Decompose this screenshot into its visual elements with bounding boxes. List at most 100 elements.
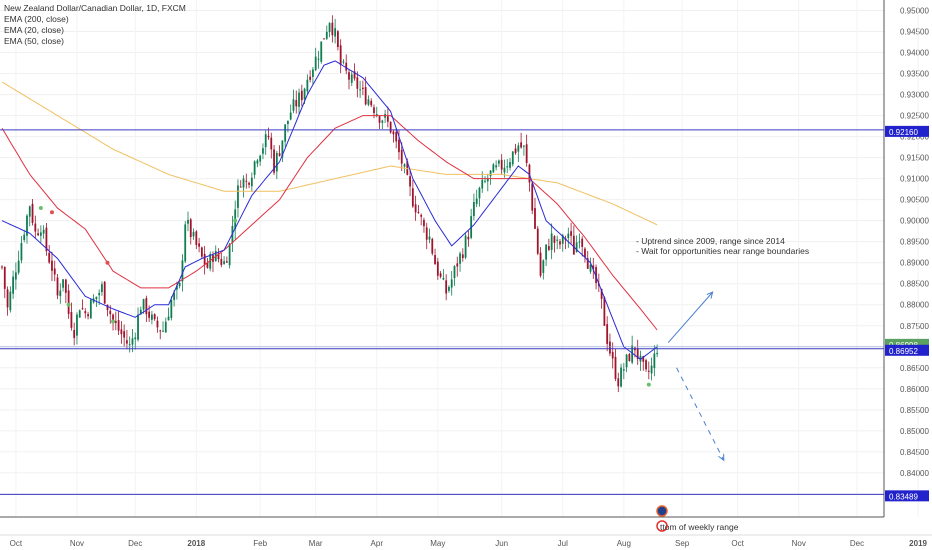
candle-body: [151, 314, 153, 320]
x-tick-label: Sep: [675, 539, 690, 548]
candle-body: [348, 72, 350, 80]
candle-body: [12, 276, 15, 294]
candle-body: [442, 277, 445, 280]
candle-body: [489, 170, 492, 177]
candle-body: [64, 279, 67, 293]
candle-body: [611, 351, 614, 359]
candle-body: [603, 297, 606, 326]
candle-body: [73, 330, 76, 338]
candle-body: [20, 243, 23, 261]
candle-body: [295, 100, 298, 107]
candle-body: [167, 316, 170, 321]
candle-body: [453, 266, 456, 279]
candle-body: [553, 236, 556, 243]
candle-body: [525, 144, 528, 164]
event-flag-icon[interactable]: [656, 520, 668, 532]
candle-body: [584, 248, 586, 258]
candle-body: [334, 28, 337, 37]
candle-body: [3, 267, 6, 289]
candle-body: [42, 229, 45, 234]
candle-body: [270, 137, 273, 150]
candle-body: [336, 31, 339, 48]
legend-ema200: EMA (200, close): [4, 14, 69, 24]
signal-dot: [111, 319, 116, 324]
candle-body: [264, 134, 267, 148]
candle-body: [631, 345, 634, 363]
candle-body: [498, 160, 500, 164]
candle-body: [545, 244, 547, 260]
candle-body: [59, 290, 62, 297]
y-tick-label: 0.85500: [900, 406, 929, 415]
candle-body: [278, 153, 281, 156]
chart-legend: New Zealand Dollar/Canadian Dollar, 1D, …: [4, 3, 186, 47]
candle-body: [414, 204, 417, 213]
candle-body: [628, 354, 631, 361]
chart-title: New Zealand Dollar/Canadian Dollar, 1D, …: [4, 3, 186, 13]
candle-body: [17, 260, 20, 273]
candle-body: [514, 148, 517, 154]
candle-body: [45, 227, 48, 252]
candle-body: [364, 87, 367, 105]
candle-body: [406, 161, 409, 175]
signal-dot: [49, 210, 54, 215]
candle-body: [287, 120, 289, 125]
y-tick-label: 0.93000: [900, 91, 929, 100]
candle-body: [592, 265, 595, 270]
candle-body: [392, 131, 395, 135]
x-tick-label: Nov: [792, 539, 806, 548]
legend-ema20: EMA (20, close): [4, 25, 64, 35]
candle-body: [353, 71, 356, 79]
candle-body: [170, 299, 173, 319]
candle-body: [181, 260, 184, 282]
candle-body: [495, 165, 498, 168]
y-tick-label: 0.86500: [900, 364, 929, 373]
candle-body: [542, 260, 545, 273]
candle-body: [456, 263, 459, 267]
candle-body: [53, 268, 56, 275]
price-badge: [885, 490, 929, 502]
candle-body: [359, 89, 362, 91]
candle-body: [292, 99, 295, 111]
candle-body: [425, 227, 428, 240]
candle-body: [373, 107, 375, 114]
bullish-arrow[interactable]: [667, 292, 712, 343]
candle-body: [267, 135, 270, 138]
candle-body: [284, 124, 287, 142]
candle-body: [76, 314, 78, 336]
candle-body: [481, 179, 484, 189]
candle-body: [461, 254, 464, 259]
candle-body: [101, 284, 103, 293]
candle-body: [223, 261, 225, 264]
candle-body: [117, 320, 120, 331]
candle-body: [375, 114, 378, 116]
bearish-arrow[interactable]: [676, 367, 724, 460]
y-tick-label: 0.90500: [900, 196, 929, 205]
candle-body: [328, 23, 331, 33]
candle-body: [184, 224, 187, 262]
candle-body: [653, 353, 656, 369]
candle-body: [486, 178, 489, 182]
x-tick-label: Apr: [371, 539, 384, 548]
candle-body: [448, 287, 450, 291]
candle-body: [450, 279, 453, 288]
candle-body: [173, 292, 176, 300]
candle-body: [600, 288, 603, 299]
candle-body: [237, 185, 239, 208]
event-flag-icon[interactable]: [656, 505, 668, 517]
candle-body: [647, 370, 650, 372]
y-tick-label: 0.84500: [900, 448, 929, 457]
plot-area[interactable]: [0, 0, 884, 517]
candle-body: [178, 282, 181, 287]
candle-body: [478, 187, 481, 199]
candle-body: [503, 167, 506, 173]
candle-body: [303, 88, 306, 100]
candle-body: [561, 235, 564, 244]
candle-body: [134, 337, 137, 340]
candle-body: [145, 298, 148, 315]
candle-body: [142, 299, 145, 310]
candle-body: [439, 273, 442, 277]
candle-body: [162, 330, 164, 332]
candle-body: [209, 254, 212, 269]
